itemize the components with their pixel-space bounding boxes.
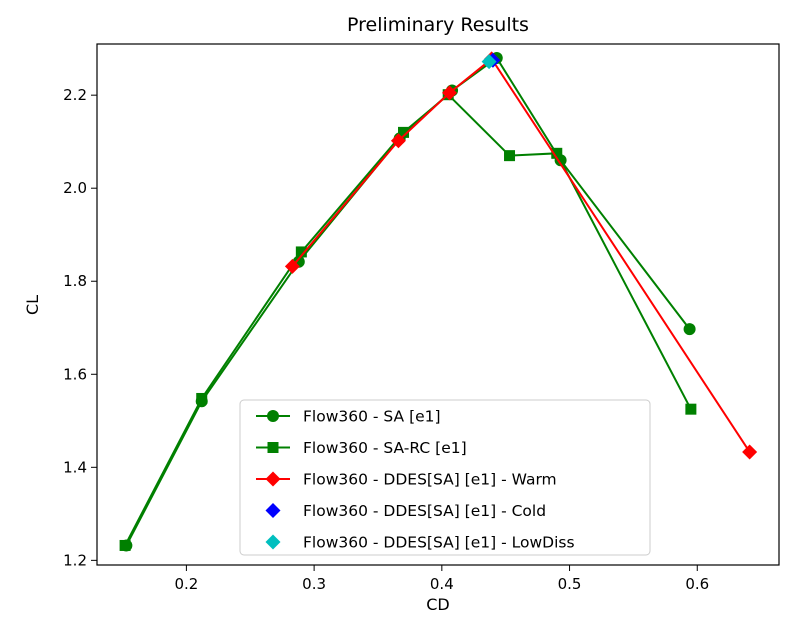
data-point	[481, 54, 497, 70]
data-point	[295, 246, 307, 258]
legend-marker	[267, 410, 279, 422]
legend-box	[239, 399, 651, 556]
data-point	[551, 147, 563, 159]
x-tick-label: 0.3	[302, 575, 326, 593]
series-2	[284, 51, 758, 460]
x-tick-label: 0.4	[430, 575, 454, 593]
data-point	[504, 150, 516, 162]
legend-label: Flow360 - SA-RC [e1]	[303, 439, 467, 457]
series-line	[124, 93, 692, 546]
legend-marker	[265, 503, 281, 518]
data-point	[196, 392, 208, 404]
series-layer	[119, 51, 758, 552]
data-point	[685, 403, 697, 415]
data-point	[683, 323, 696, 336]
legend: Flow360 - SA [e1] Flow360 - SA-RC [e1] Flo…	[239, 399, 651, 556]
legend-label: Flow360 - SA [e1]	[303, 408, 441, 426]
legend-marker	[265, 471, 281, 487]
y-tick-label: 2.2	[63, 86, 87, 104]
legend-label: Flow360 - DDES[SA] [e1] - LowDiss	[303, 534, 575, 552]
legend-label: Flow360 - DDES[SA] [e1] - Warm	[303, 471, 557, 489]
y-tick-label: 1.4	[63, 458, 87, 476]
data-point	[284, 258, 300, 274]
legend-marker	[267, 442, 279, 453]
y-tick-label: 1.2	[63, 551, 87, 569]
axes-frame	[96, 43, 780, 566]
x-tick-label: 0.5	[558, 575, 582, 593]
y-axis-label: CL	[23, 295, 42, 315]
data-point	[441, 85, 457, 101]
x-tick-label: 0.6	[685, 575, 709, 593]
y-tick-label: 1.8	[63, 272, 87, 290]
x-axis-label: CD	[426, 595, 450, 614]
data-point	[398, 126, 410, 138]
legend-label: Flow360 - DDES[SA] [e1] - Cold	[303, 502, 546, 520]
y-tick-label: 1.6	[63, 365, 87, 383]
ticks-layer: 0.2 0.3 0.4 0.5 0.6 1.2 1.4 1.6 1.8 2.0 2.2	[63, 86, 709, 593]
data-point	[390, 133, 406, 149]
data-point	[119, 539, 131, 551]
x-tick-label: 0.2	[174, 575, 198, 593]
series-4	[481, 54, 497, 70]
y-tick-label: 2.0	[63, 179, 87, 197]
chart-title: Preliminary Results	[347, 14, 529, 36]
data-point	[742, 444, 758, 460]
legend-marker	[265, 534, 281, 550]
